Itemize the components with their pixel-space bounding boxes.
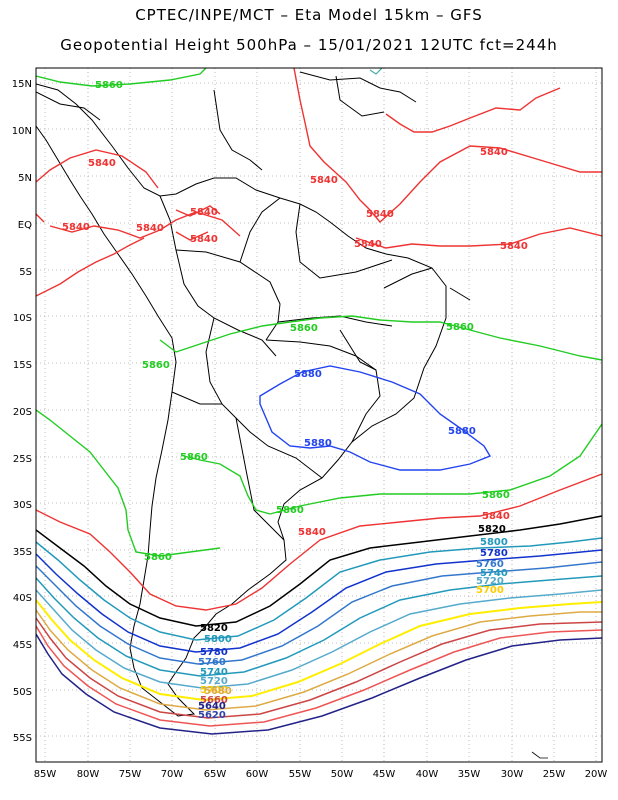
contour-label: 5800 [204,634,232,645]
contour-label: 5620 [198,710,226,721]
lat-label: 45S [13,640,32,651]
contour-label: 5720 [200,676,228,687]
lat-label: 5S [19,267,32,278]
contours-5860 [36,68,602,557]
contour-label: 5840 [298,527,326,538]
lon-label: 75W [119,769,142,780]
contour-label: 5880 [448,426,476,437]
contours-southern-band [36,515,602,735]
contour-label: 5840 [310,175,338,186]
contours-5840-north [36,68,602,297]
contour-label: 5860 [446,322,474,333]
contour-label: 5820 [478,524,506,535]
ocean-feature-contour [369,68,383,75]
contour-label: 5840 [354,239,382,250]
contour-label: 5840 [480,147,508,158]
coastline [36,71,471,717]
contour-labels: 5860 5840 5840 5840 5840 5840 5840 5840 … [62,80,528,721]
map-frame [35,67,603,763]
longitude-labels: 85W 80W 75W 70W 65W 60W 55W 50W 45W 40W … [34,769,608,780]
contour-label: 5840 [482,511,510,522]
lon-label: 55W [289,769,312,780]
contour-label: 5820 [200,623,228,634]
lon-label: 35W [458,769,481,780]
lat-label: 10N [12,126,32,137]
lat-label: 10S [13,313,32,324]
contour-label: 5860 [180,452,208,463]
contour-label: 5760 [476,559,504,570]
contours-5840-south [36,473,602,611]
contour-label: 5860 [142,360,170,371]
lon-label: 50W [331,769,354,780]
contour-label: 5700 [200,685,228,696]
lat-label: 35S [13,547,32,558]
lon-label: 30W [501,769,524,780]
lat-label: 50S [13,687,32,698]
contour-label: 5700 [476,585,504,596]
contour-label: 5660 [200,695,228,706]
contour-label: 5860 [482,490,510,501]
contour-label: 5740 [200,667,228,678]
map-title-model: CPTEC/INPE/MCT – Eta Model 15km – GFS [135,6,483,24]
contour-label: 5720 [476,576,504,587]
contour-label: 5840 [190,207,218,218]
contour-label: 5680 [204,686,232,697]
lon-label: 40W [416,769,439,780]
contours-5880 [259,365,492,471]
contour-label: 5840 [366,209,394,220]
lat-label: 15N [12,79,32,90]
contour-label: 5880 [304,438,332,449]
contour-label: 5740 [480,568,508,579]
latitude-labels: 15N 10N 5N EQ 5S 10S 15S 20S 25S 30S 35S… [12,79,32,744]
lon-label: 80W [77,769,100,780]
lon-label: 20W [585,769,608,780]
lon-label: 65W [204,769,227,780]
map-title-product: Geopotential Height 500hPa – 15/01/2021 … [60,36,558,54]
lat-label: EQ [18,220,32,231]
lat-label: 20S [13,407,32,418]
lat-label: 40S [13,593,32,604]
lat-label: 25S [13,454,32,465]
contour-label: 5640 [198,701,226,712]
lon-label: 25W [543,769,566,780]
lon-label: 70W [161,769,184,780]
contour-label: 5840 [190,234,218,245]
contour-label: 5840 [136,223,164,234]
lon-label: 45W [373,769,396,780]
lon-label: 85W [34,769,57,780]
lon-label: 60W [246,769,269,780]
contour-label: 5860 [95,80,123,91]
contour-label: 5840 [500,241,528,252]
contour-label: 5840 [62,222,90,233]
contour-label: 5780 [480,548,508,559]
contour-label: 5860 [276,505,304,516]
contour-label: 5880 [294,369,322,380]
lat-label: 30S [13,500,32,511]
island-outline [531,751,548,759]
contour-label: 5760 [198,657,226,668]
lat-label: 15S [13,360,32,371]
contour-label: 5780 [200,647,228,658]
contour-label: 5840 [88,158,116,169]
contour-label: 5800 [480,537,508,548]
lat-label: 55S [13,733,32,744]
contour-label: 5860 [290,323,318,334]
contour-label: 5860 [144,552,172,563]
lat-label: 5N [18,173,32,184]
